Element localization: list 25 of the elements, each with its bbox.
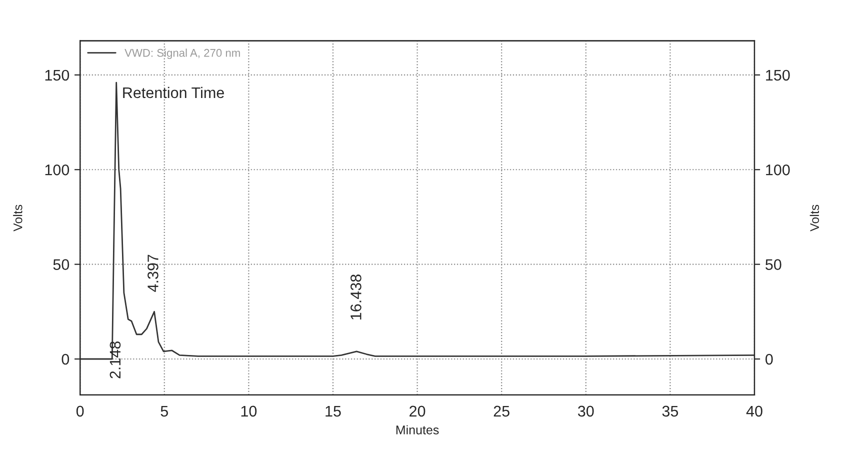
- x-tick-label: 15: [326, 406, 341, 417]
- x-tick-label: 40: [746, 406, 762, 417]
- x-tick-label: 20: [410, 406, 426, 417]
- y2-tick-label: 50: [766, 259, 782, 270]
- x-tick-label: 10: [241, 406, 257, 417]
- annotation: 4.397: [148, 254, 158, 292]
- x-tick-label: 30: [578, 406, 594, 417]
- y-tick-label: 50: [53, 259, 70, 270]
- annotation: 16.438: [350, 274, 362, 320]
- x-tick-label: 5: [160, 406, 168, 417]
- y-tick-label: 150: [45, 70, 70, 81]
- annotation: 2.148: [110, 341, 121, 378]
- y2-tick-label: 150: [766, 70, 790, 81]
- y2-tick-label: 0: [766, 354, 773, 365]
- y-axis-title: Volts: [13, 204, 22, 232]
- x-tick-label: 0: [76, 406, 84, 417]
- annotation: Retention Time: [123, 86, 224, 98]
- y-tick-label: 0: [62, 354, 70, 365]
- legend-label: VWD: Signal A, 270 nm: [124, 48, 240, 59]
- y2-tick-label: 100: [766, 164, 790, 176]
- y-tick-label: 100: [45, 164, 70, 176]
- x-axis-title: Minutes: [396, 425, 439, 434]
- x-tick-label: 25: [494, 406, 510, 417]
- y2-axis-title: Volts: [810, 204, 820, 232]
- x-tick-label: 35: [662, 406, 678, 417]
